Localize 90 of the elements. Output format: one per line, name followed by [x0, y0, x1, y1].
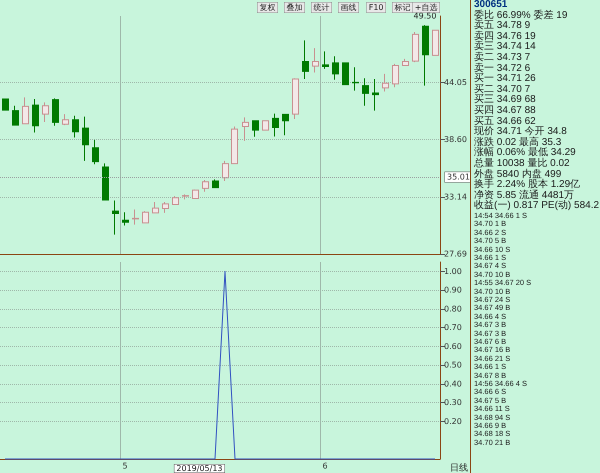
text: 2019/05/13 [176, 464, 223, 473]
text: 卖五 34.78 9 [474, 20, 532, 32]
text: 复权 [260, 3, 276, 12]
candlestick [32, 98, 39, 133]
candlestick [182, 194, 189, 200]
text: 现价 34.71 今开 34.8 [474, 126, 568, 138]
candlestick [272, 113, 279, 137]
text: 涨幅 0.06% 最低 34.29 [474, 147, 577, 158]
candlestick [312, 48, 319, 74]
candlestick [242, 116, 249, 142]
candlestick [92, 139, 99, 165]
ref-line-label: 35.01 [447, 172, 470, 182]
candlestick [392, 63, 399, 88]
y-tick-label: 27.69 [444, 250, 467, 258]
candlestick [22, 96, 29, 124]
text: F10 [368, 3, 384, 12]
y-tick-label: 0.30 [444, 398, 462, 408]
text: 日线 [450, 462, 468, 473]
candlestick [2, 98, 9, 111]
text: 买三 34.69 68 [474, 94, 537, 106]
candlestick [282, 114, 289, 136]
candlestick [142, 210, 149, 224]
y-tick-label: 0.50 [444, 360, 462, 370]
candlestick [62, 114, 69, 126]
y-tick-label: 1.00 [444, 266, 462, 276]
text: 画线 [340, 3, 356, 12]
text: 收益(一) 0.817 PE(动) 584.2 [474, 200, 600, 212]
y-tick-label: 0.80 [444, 304, 462, 314]
y-tick-label: 44.05 [444, 78, 467, 87]
candlestick [372, 78, 379, 112]
candlestick [262, 120, 269, 131]
candlestick [222, 160, 229, 182]
candlestick [12, 105, 19, 126]
candlestick [322, 50, 329, 70]
candlestick [122, 212, 129, 226]
candlestick [352, 66, 359, 92]
text: 统计 [314, 3, 330, 12]
candlestick [362, 78, 369, 106]
candlestick [52, 98, 59, 126]
candlestick [162, 202, 169, 214]
y-tick-label: 38.60 [444, 135, 467, 144]
candlestick [152, 202, 159, 214]
y-tick-label: 0.70 [444, 323, 462, 332]
text: 300651 [474, 0, 508, 10]
candlestick [42, 102, 49, 122]
text: 卖三 34.74 14 [474, 41, 537, 52]
candlestick [402, 58, 409, 66]
candlestick [332, 56, 339, 80]
candlestick [192, 188, 199, 199]
text: +自选 [414, 3, 438, 12]
y-tick-label: 0.90 [444, 286, 462, 295]
text: 委比 66.99% 委差 19 [474, 10, 568, 21]
candlestick [72, 115, 79, 138]
candlestick [382, 73, 389, 92]
text: 叠加 [286, 3, 302, 12]
text: 标记 [394, 3, 410, 12]
text: 卖一 34.72 6 [474, 62, 532, 74]
text: 买四 34.67 88 [474, 104, 537, 116]
y-tick-label: 33.14 [444, 192, 467, 202]
candlestick [412, 32, 419, 63]
candlestick [212, 178, 219, 188]
text: 外盘 5840 内盘 499 [474, 168, 562, 180]
text: 买二 34.70 7 [474, 84, 532, 95]
text: 买五 34.66 62 [474, 116, 536, 127]
candlestick [82, 116, 89, 162]
candlestick [342, 62, 349, 86]
text: 换手 2.24% 股本 1.29亿 [474, 179, 582, 190]
candlestick [231, 126, 238, 164]
candlestick [132, 209, 139, 226]
y-tick-label: 0.60 [444, 342, 462, 351]
text: 涨跌 0.02 最高 35.3 [474, 136, 562, 148]
text: 买一 34.71 26 [474, 73, 537, 84]
candlestick [302, 40, 309, 80]
candlestick [172, 196, 179, 205]
x-tick-label: 5 [122, 462, 128, 470]
candlestick [102, 162, 109, 201]
text: 净资 5.85 流通 4481万 [474, 190, 576, 201]
candlestick [252, 120, 259, 138]
candlestick [112, 200, 119, 236]
y-tick-label: 0.20 [444, 416, 462, 426]
candlestick [432, 30, 439, 56]
candlestick [292, 78, 299, 120]
annotation: 49.50 [414, 12, 436, 21]
candlestick [202, 180, 209, 192]
text: 总量 10038 量比 0.02 [474, 158, 571, 169]
y-tick-label: 0.40 [444, 379, 462, 388]
candlestick [422, 24, 429, 86]
text: 卖四 34.76 19 [474, 30, 537, 42]
x-tick-label: 6 [322, 462, 328, 470]
text: 卖二 34.73 7 [474, 52, 532, 63]
